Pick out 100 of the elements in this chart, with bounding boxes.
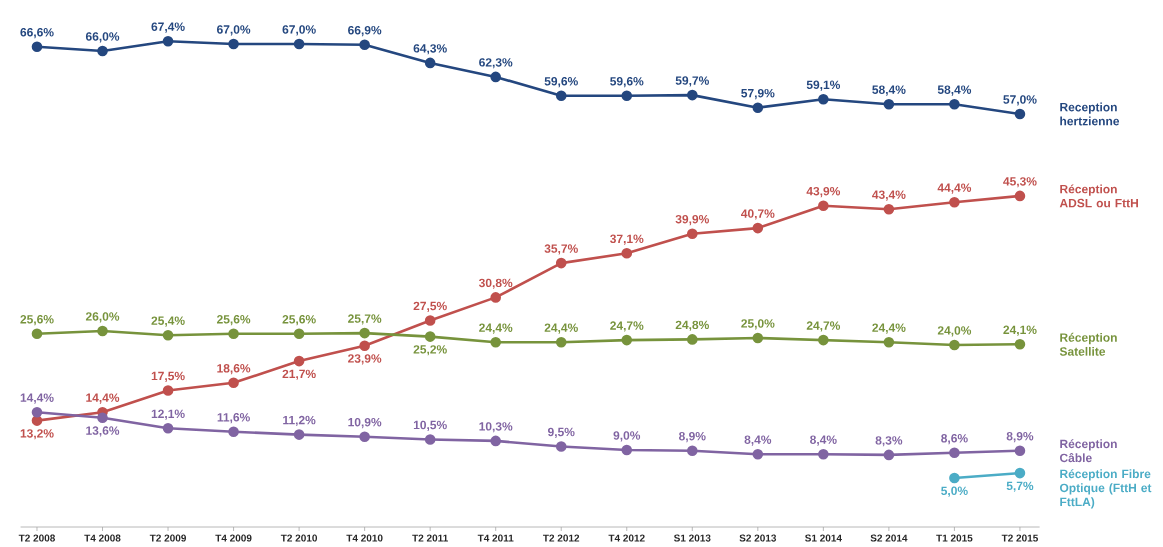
point: [1014, 108, 1026, 120]
data-label: 12,1%: [151, 409, 185, 420]
data-label: 9,5%: [547, 427, 575, 438]
point: [424, 331, 436, 342]
point: [818, 448, 829, 460]
point: [752, 448, 764, 460]
data-label: 30,8%: [478, 278, 513, 289]
point: [883, 98, 895, 110]
point: [752, 222, 764, 234]
point: [949, 196, 960, 208]
point: [1014, 339, 1026, 350]
x-tick-label: T2 2010: [280, 534, 318, 542]
point: [293, 355, 305, 367]
data-label: 10,5%: [413, 420, 447, 431]
data-label: 18,6%: [217, 364, 251, 375]
x-tick-label: T2 2015: [1001, 534, 1038, 542]
data-label: 10,3%: [479, 422, 513, 433]
data-label: 25,4%: [151, 316, 185, 327]
data-label: 44,4%: [937, 183, 972, 194]
point: [818, 94, 829, 105]
point: [359, 340, 370, 351]
x-tick-label: T4 2009: [215, 534, 252, 542]
point: [490, 336, 501, 348]
point: [293, 429, 305, 440]
text: Réception Satellite: [1059, 332, 1117, 356]
point: [883, 336, 895, 348]
x-tick-label: T1 2015: [936, 534, 973, 542]
data-label: 9,0%: [613, 431, 641, 442]
point: [490, 71, 501, 83]
x-tick-label: T4 2010: [346, 534, 383, 542]
data-label: 25,0%: [741, 319, 775, 330]
data-label: 59,6%: [610, 77, 644, 88]
point: [949, 447, 960, 459]
data-label: 59,6%: [544, 77, 578, 88]
point: [818, 334, 829, 346]
point: [424, 315, 436, 326]
point: [293, 328, 305, 340]
point: [686, 445, 698, 456]
data-label: 24,4%: [544, 323, 578, 334]
data-label: 24,4%: [479, 323, 513, 334]
point: [621, 248, 633, 259]
point: [359, 431, 370, 442]
point: [31, 328, 43, 340]
data-label: 64,3%: [413, 44, 447, 55]
point: [162, 423, 174, 434]
point: [1014, 190, 1026, 202]
data-label: 24,7%: [806, 321, 841, 332]
point: [555, 336, 567, 348]
point: [31, 415, 43, 426]
point: [162, 385, 174, 396]
point: [818, 200, 829, 211]
point: [555, 441, 567, 452]
point: [949, 472, 960, 484]
data-label: 25,7%: [348, 314, 382, 325]
data-label: 8,9%: [1006, 431, 1034, 443]
data-label: 67,4%: [151, 22, 185, 33]
data-label: 8,3%: [875, 436, 903, 447]
data-label: 24,7%: [610, 321, 644, 332]
data-label: 24,0%: [937, 326, 972, 337]
data-label: 59,1%: [806, 80, 841, 91]
data-label: 39,9%: [675, 214, 709, 226]
data-label: 43,4%: [872, 190, 906, 201]
data-label: 5,7%: [1006, 481, 1034, 492]
point: [621, 334, 633, 346]
x-tick-label: T4 2012: [608, 534, 645, 542]
point: [1014, 467, 1026, 479]
text: Réception Fibre Optique (FttH et FttLA): [1059, 469, 1152, 509]
data-label: 14,4%: [86, 393, 120, 404]
point: [31, 41, 43, 53]
point: [228, 328, 239, 340]
x-tick-label: T4 2008: [84, 534, 121, 542]
point: [949, 339, 960, 351]
data-label: 10,9%: [348, 417, 382, 429]
x-tick-label: T2 2009: [149, 534, 187, 542]
point: [1014, 445, 1026, 456]
data-label: 57,0%: [1003, 95, 1037, 106]
data-label: 17,5%: [151, 371, 185, 382]
point: [97, 412, 108, 424]
data-label: 27,5%: [413, 301, 447, 312]
data-label: 25,6%: [282, 315, 316, 326]
point: [97, 325, 108, 337]
data-label: 37,1%: [610, 234, 644, 245]
data-label: 8,9%: [678, 431, 706, 443]
data-label: 58,4%: [937, 85, 972, 96]
point: [883, 449, 895, 461]
x-tick-label: S2 2013: [739, 534, 777, 542]
point: [162, 329, 174, 341]
data-label: 58,4%: [872, 85, 906, 96]
data-label: 67,0%: [217, 25, 251, 36]
point: [424, 434, 436, 445]
point: [686, 334, 698, 345]
data-label: 67,0%: [282, 25, 316, 36]
x-tick-label: S2 2014: [870, 534, 908, 542]
point: [752, 102, 764, 113]
point: [621, 444, 633, 456]
x-tick-label: S1 2013: [673, 534, 711, 542]
point: [686, 228, 698, 239]
data-label: 25,6%: [216, 315, 251, 326]
point: [555, 257, 567, 269]
data-label: 8,6%: [941, 434, 968, 445]
